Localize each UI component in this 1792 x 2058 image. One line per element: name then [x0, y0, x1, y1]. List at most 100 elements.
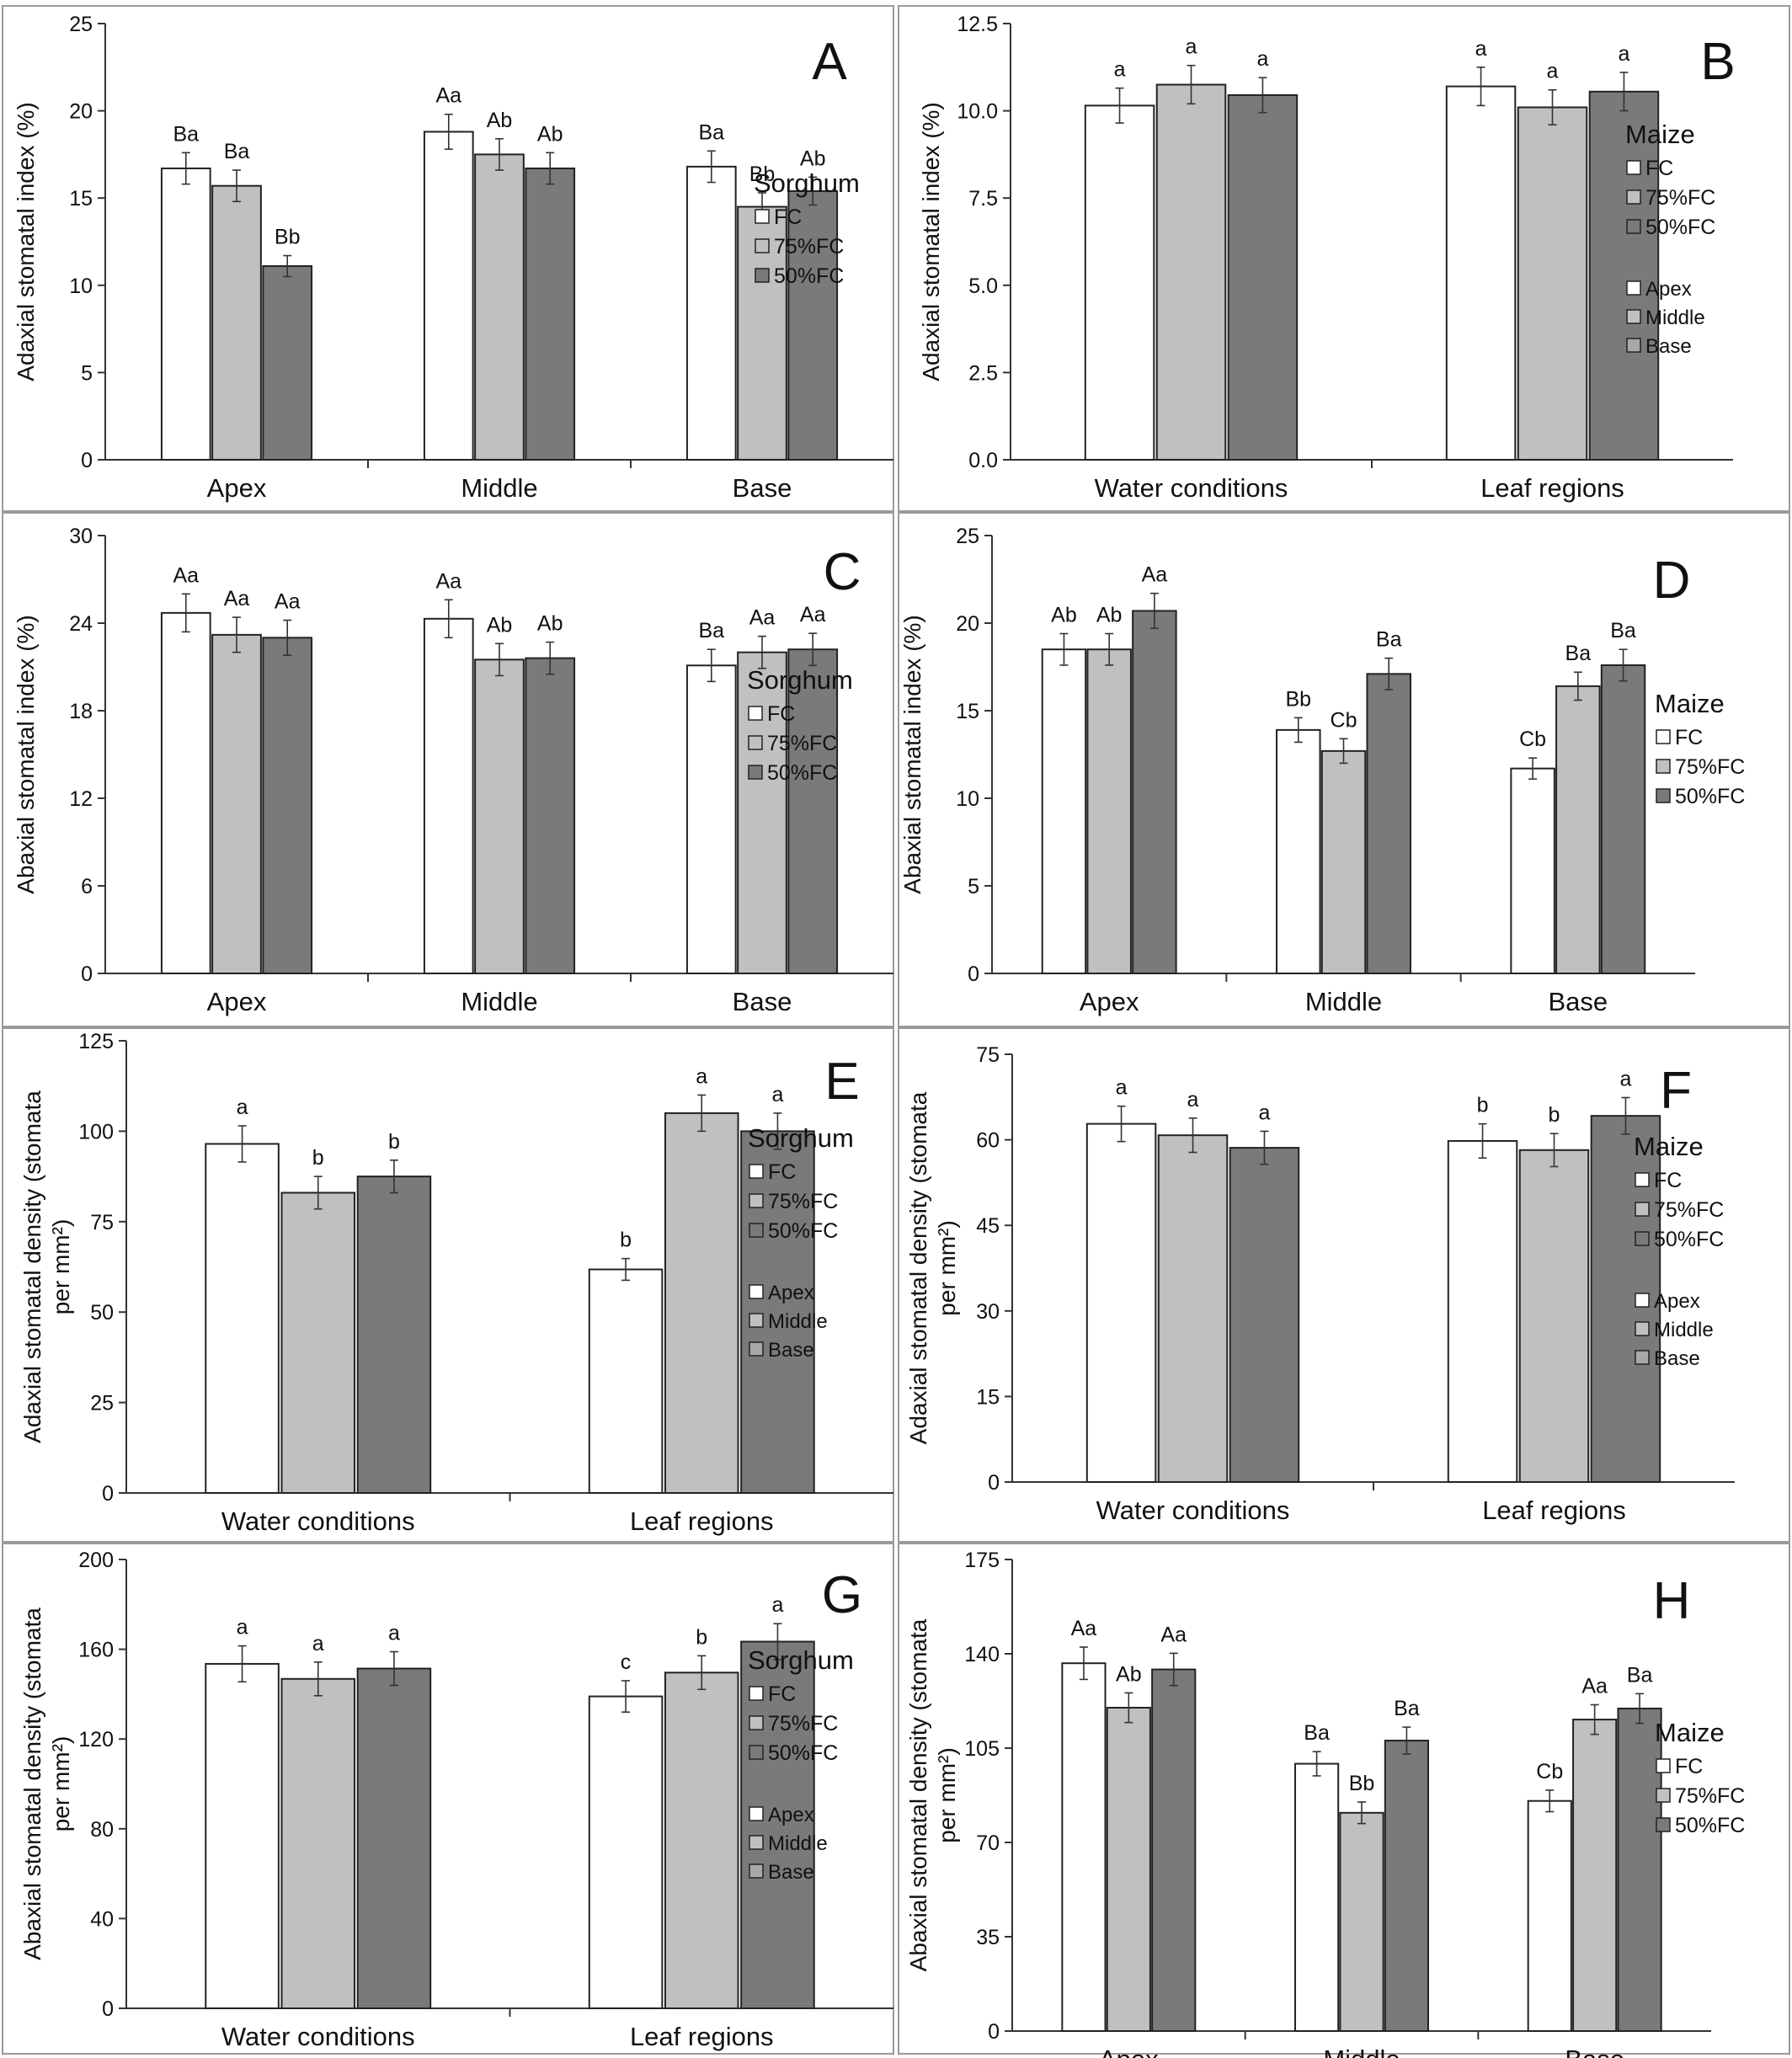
legend-label: Base — [768, 1339, 814, 1362]
x-tick-label: Apex — [1099, 2045, 1159, 2058]
panel-letter: C — [824, 543, 861, 601]
x-tick-label: Water conditions — [1095, 473, 1288, 503]
significance-label: b — [388, 1130, 400, 1154]
legend-label: Middle — [1645, 307, 1705, 329]
legend-label: Base — [768, 1861, 814, 1884]
significance-label: a — [1114, 58, 1126, 82]
y-tick-label: 160 — [78, 1639, 114, 1662]
significance-label: Cb — [1519, 728, 1546, 751]
legend-swatch — [749, 1223, 764, 1238]
y-tick-label: 140 — [964, 1643, 1000, 1666]
bar — [474, 153, 525, 461]
y-tick-label: 12 — [69, 787, 93, 811]
significance-label: Bb — [1285, 687, 1311, 711]
x-tick-label: Apex — [207, 473, 267, 503]
y-tick-label: 100 — [78, 1120, 114, 1144]
panel-e: 0 25 50 75 100 125 Adaxial stomatal density (s… — [19, 1030, 893, 1536]
x-tick-label: Middle — [1323, 2045, 1400, 2058]
y-axis-title: Abaxial stomatal index (%) — [899, 615, 925, 893]
legend-label: 75%FC — [1654, 1198, 1724, 1222]
legend-swatch — [1626, 160, 1641, 175]
legend-swatch — [1626, 219, 1641, 234]
significance-label: a — [1187, 1088, 1199, 1112]
significance-label: b — [1477, 1094, 1489, 1117]
legend-label: 50%FC — [1645, 216, 1715, 239]
significance-label: a — [1256, 47, 1268, 71]
panel-d: 0 5 10 15 20 25 Abaxial stomatal index (%) Apex… — [899, 525, 1745, 1016]
legend-swatch — [1626, 338, 1641, 353]
legend-title: Sorghum — [748, 1123, 854, 1153]
significance-label: Cb — [1331, 708, 1357, 732]
panel-letter: D — [1653, 552, 1691, 610]
y-tick-label: 70 — [976, 1831, 1000, 1855]
panel-frame — [2, 5, 894, 512]
y-axis-title: Adaxial stomatal index (%) — [13, 102, 39, 381]
legend-label: 75%FC — [768, 1190, 838, 1213]
significance-label: Aa — [1071, 1617, 1097, 1640]
bar — [1320, 749, 1367, 975]
bar — [1086, 648, 1132, 974]
bar — [685, 165, 737, 461]
bar — [1600, 664, 1646, 974]
legend-label: 50%FC — [1654, 1228, 1724, 1251]
x-tick-label: Leaf regions — [1480, 473, 1624, 503]
bar — [787, 189, 839, 461]
bar — [1106, 1707, 1151, 2032]
bar — [685, 664, 737, 974]
significance-label: Ab — [1096, 603, 1123, 626]
significance-label: Ba — [224, 140, 250, 163]
y-tick-label: 75 — [976, 1043, 1000, 1067]
bar — [423, 131, 474, 461]
legend-label: FC — [1654, 1169, 1682, 1192]
significance-label: a — [1186, 35, 1197, 59]
y-tick-label: 125 — [78, 1030, 114, 1053]
bar — [1445, 85, 1517, 461]
significance-label: Ab — [1116, 1662, 1142, 1686]
legend-label: FC — [1675, 726, 1703, 749]
legend-label: 50%FC — [774, 264, 844, 288]
y-tick-label: 5 — [81, 361, 93, 385]
significance-label: Aa — [435, 84, 461, 108]
bar — [1084, 104, 1155, 461]
x-tick-label: Apex — [1080, 987, 1139, 1016]
panel-h: 0 35 70 105 140 175 Abaxial stomatal density (… — [905, 1549, 1745, 2058]
panel-frame — [2, 1543, 894, 2055]
legend-label: Apex — [768, 1804, 814, 1826]
legend-swatch — [749, 1193, 764, 1208]
significance-label: Ab — [537, 612, 563, 636]
legend-label: FC — [1675, 1755, 1703, 1778]
legend-swatch — [1656, 788, 1671, 803]
significance-label: a — [1547, 60, 1559, 83]
y-tick-label: 2.5 — [968, 361, 998, 385]
bar — [1555, 685, 1601, 974]
significance-label: Bb — [749, 163, 776, 186]
y-tick-label: 20 — [69, 100, 93, 124]
y-tick-label: 25 — [956, 525, 979, 548]
y-tick-label: 7.5 — [968, 187, 998, 211]
legend-swatch — [1635, 1321, 1650, 1336]
bar — [1339, 1811, 1384, 2033]
legend-label: 50%FC — [1675, 1814, 1745, 1837]
legend-label: Middle — [1654, 1319, 1714, 1341]
significance-label: a — [388, 1622, 400, 1645]
y-tick-label: 10.0 — [957, 100, 998, 124]
legend-swatch — [748, 706, 763, 721]
significance-label: Ba — [698, 120, 724, 144]
legend-swatch — [748, 765, 763, 780]
bar — [1527, 1799, 1572, 2032]
panel-g: 0 40 80 120 160 200 Abaxial stomatal density (… — [19, 1549, 893, 2051]
x-tick-label: Water conditions — [221, 1506, 415, 1536]
legend-swatch — [1626, 189, 1641, 205]
y-tick-label: 12.5 — [957, 13, 998, 36]
significance-label: Aa — [435, 569, 461, 593]
legend-swatch — [1656, 759, 1671, 774]
bar — [1617, 1707, 1662, 2032]
significance-label: Aa — [1160, 1623, 1187, 1646]
legend-label: Base — [1645, 335, 1692, 358]
legend-label: 50%FC — [1675, 785, 1745, 808]
bar — [664, 1671, 739, 2010]
legend-swatch — [749, 1745, 764, 1760]
significance-label: Aa — [800, 603, 826, 626]
significance-label: a — [312, 1632, 324, 1655]
legend-label: 50%FC — [767, 761, 837, 785]
